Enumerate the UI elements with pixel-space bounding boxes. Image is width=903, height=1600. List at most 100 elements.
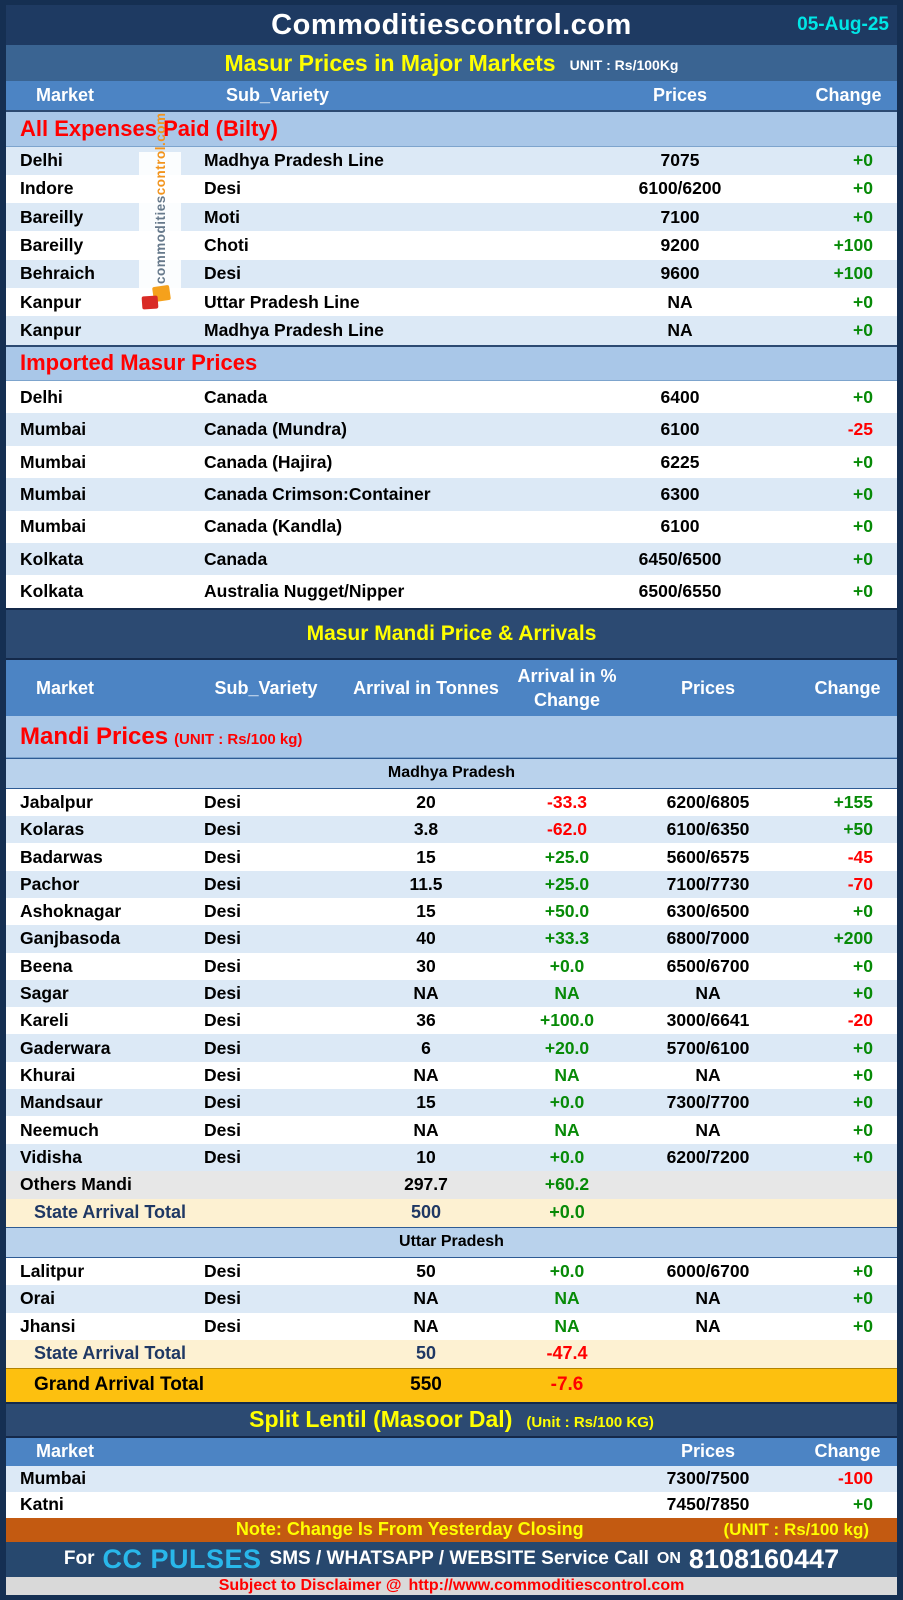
price-cell: 7300/7500 <box>666 1468 750 1489</box>
price-cell: 7100/7730 <box>666 873 750 894</box>
table-row: Kolkata Australia Nugget/Nipper 6500/6550 +… <box>6 575 897 608</box>
table-row: Ganjbasoda Desi 40 +33.3 6800/7000 +200 <box>6 925 897 953</box>
section-title: All Expenses Paid (Bilty) <box>20 115 278 141</box>
market-cell: Mumbai <box>20 451 87 472</box>
change-cell: +0 <box>853 1288 873 1309</box>
column-header-change: Change <box>815 85 882 105</box>
market-cell: Behraich <box>20 263 95 284</box>
market-cell: Badarwas <box>20 846 103 867</box>
price-cell: 6000/6700 <box>666 1261 750 1282</box>
market-cell: Vidisha <box>20 1146 82 1167</box>
change-cell: +0 <box>853 1119 873 1140</box>
section-band: All Expenses Paid (Bilty) <box>6 110 897 147</box>
price-cell: NA <box>695 1064 721 1085</box>
mandi-titlebar: Masur Mandi Price & Arrivals <box>6 607 897 660</box>
market-cell: Mumbai <box>20 1468 87 1489</box>
watermark-badge-icon <box>139 284 181 314</box>
arrival-pct-cell: -33.3 <box>547 791 587 812</box>
table-row: Neemuch Desi NA NA NA +0 <box>6 1116 897 1144</box>
report-date: 05-Aug-25 <box>797 14 889 35</box>
market-cell: Neemuch <box>20 1119 99 1140</box>
column-header-arrival-pct: Arrival in % Change <box>517 665 617 710</box>
market-cell: Orai <box>20 1288 56 1309</box>
change-cell: +0 <box>853 1064 873 1085</box>
arrival-pct-cell: +0.0 <box>549 1261 585 1282</box>
variety-cell: Desi <box>204 791 241 812</box>
market-cell: Beena <box>20 955 73 976</box>
split-lentil-title: Split Lentil (Masoor Dal) <box>249 1406 513 1433</box>
market-cell: Jabalpur <box>20 791 93 812</box>
price-cell: 6500/6550 <box>638 581 722 602</box>
variety-cell: Desi <box>204 846 241 867</box>
price-cell: 6500/6700 <box>666 955 750 976</box>
market-cell: Ganjbasoda <box>20 928 121 949</box>
change-cell: +0 <box>853 1261 873 1282</box>
market-cell: Mandsaur <box>20 1092 103 1113</box>
variety-cell: Canada <box>204 386 268 407</box>
variety-cell: Australia Nugget/Nipper <box>204 581 405 602</box>
price-cell: 7450/7850 <box>666 1494 750 1515</box>
variety-cell: Madhya Pradesh Line <box>204 150 384 171</box>
variety-cell: Desi <box>204 819 241 840</box>
table-row: Mumbai Canada (Hajira) 6225 +0 <box>6 445 897 479</box>
price-cell: 6200/6805 <box>666 791 750 812</box>
change-cell: +100 <box>833 263 873 284</box>
arrival-pct-cell: NA <box>554 1288 580 1309</box>
arrival-pct-cell: +50.0 <box>544 901 590 922</box>
change-cell: +50 <box>843 819 873 840</box>
variety-cell: Desi <box>204 178 241 199</box>
note-unit: (UNIT : Rs/100 kg) <box>723 1519 869 1539</box>
watermark-logo: commoditiescontrol.com <box>139 112 181 314</box>
change-cell: +0 <box>853 178 873 199</box>
change-cell: +0 <box>853 1315 873 1336</box>
price-cell: 9200 <box>660 235 700 256</box>
table-row: Mumbai Canada (Mundra) 6100 -25 <box>6 413 897 446</box>
split-lentil-titlebar: Split Lentil (Masoor Dal) (Unit : Rs/100… <box>6 1401 897 1438</box>
arrival-pct-cell: +60.2 <box>544 1174 590 1195</box>
split-lentil-header-row: Market Prices Change <box>6 1437 897 1466</box>
change-cell: +0 <box>853 901 873 922</box>
grand-arrival-total-row: Grand Arrival Total 550 -7.6 <box>6 1367 897 1402</box>
table-row: Jabalpur Desi 20 -33.3 6200/6805 +155 <box>6 788 897 817</box>
state-name: Uttar Pradesh <box>399 1233 504 1251</box>
table-row: Ashoknagar Desi 15 +50.0 6300/6500 +0 <box>6 898 897 926</box>
table-row: Kolaras Desi 3.8 -62.0 6100/6350 +50 <box>6 816 897 844</box>
variety-cell: Canada <box>204 548 268 569</box>
change-cell: +0 <box>853 451 873 472</box>
arrival-pct-cell: +0.0 <box>549 1146 585 1167</box>
price-cell: NA <box>695 1119 721 1140</box>
arrival-pct-cell: NA <box>554 1119 580 1140</box>
table-row: Vidisha Desi 10 +0.0 6200/7200 +0 <box>6 1143 897 1171</box>
state-arrival-total-row: State Arrival Total 500 +0.0 <box>6 1198 897 1227</box>
arrival-tonnes-cell: 36 <box>416 1010 436 1031</box>
price-cell: 6100 <box>660 516 700 537</box>
arrival-tonnes-cell: 50 <box>416 1261 436 1282</box>
arrival-pct-cell: +0.0 <box>549 1202 585 1223</box>
arrival-pct-cell: +33.3 <box>544 928 590 949</box>
arrival-tonnes-cell: NA <box>413 1315 439 1336</box>
variety-cell: Desi <box>204 1092 241 1113</box>
market-cell: Sagar <box>20 983 69 1004</box>
arrival-tonnes-cell: NA <box>413 1119 439 1140</box>
split-lentil-table: Mumbai 7300/7500 -100 Katni 7450/7850 +0 <box>6 1465 897 1518</box>
market-cell: Khurai <box>20 1064 76 1085</box>
arrival-tonnes-cell: 15 <box>416 1092 436 1113</box>
mandi-prices-unit: (UNIT : Rs/100 kg) <box>174 730 303 748</box>
major-markets-title: Masur Prices in Major Markets <box>224 49 556 76</box>
price-cell: 6100 <box>660 419 700 440</box>
arrival-pct-cell: NA <box>554 1315 580 1336</box>
note-text: Note: Change Is From Yesterday Closing <box>235 1519 584 1540</box>
table-row: Gaderwara Desi 6 +20.0 5700/6100 +0 <box>6 1034 897 1062</box>
variety-cell: Canada (Hajira) <box>204 451 333 472</box>
market-cell: Delhi <box>20 150 63 171</box>
arrival-tonnes-cell: NA <box>413 1064 439 1085</box>
arrival-pct-cell: +25.0 <box>544 846 590 867</box>
price-cell: 6100/6350 <box>666 819 750 840</box>
arrival-pct-cell: +25.0 <box>544 873 590 894</box>
variety-cell: Madhya Pradesh Line <box>204 319 384 340</box>
variety-cell: Desi <box>204 873 241 894</box>
disclaimer-link[interactable]: http://www.commoditiescontrol.com <box>408 1576 685 1594</box>
arrival-tonnes-cell: 10 <box>416 1146 436 1167</box>
market-cell: Kolkata <box>20 581 84 602</box>
variety-cell: Choti <box>204 235 249 256</box>
